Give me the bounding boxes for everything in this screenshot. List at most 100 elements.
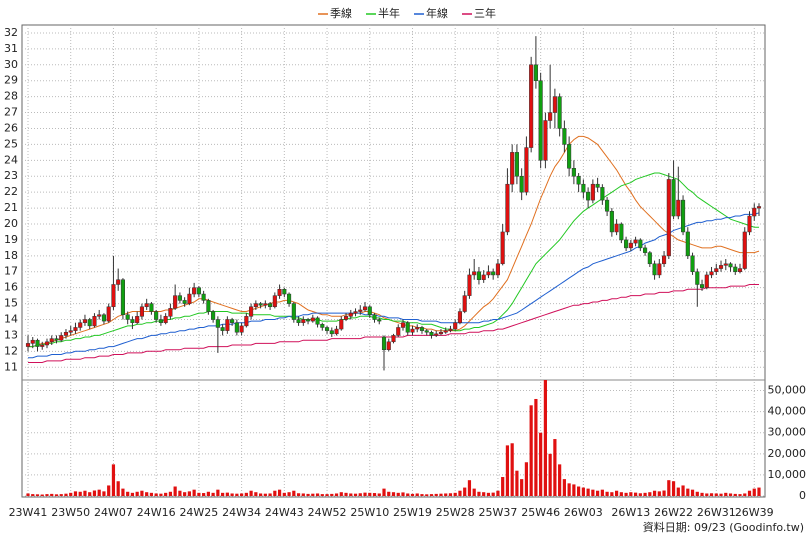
volume-bar bbox=[168, 491, 173, 496]
volume-bar bbox=[548, 453, 552, 496]
candle-body bbox=[405, 322, 410, 333]
candle-body bbox=[116, 279, 121, 285]
candle-body bbox=[467, 274, 472, 296]
volume-bar bbox=[202, 493, 206, 496]
candle-body bbox=[709, 271, 714, 276]
volume-bar bbox=[714, 493, 718, 496]
x-tick-label: 24W34 bbox=[222, 506, 261, 519]
volume-bar bbox=[752, 488, 756, 496]
volume-bar bbox=[610, 492, 614, 496]
volume-bar bbox=[705, 493, 709, 496]
x-tick-label: 25W46 bbox=[521, 506, 560, 519]
volume-bar bbox=[244, 492, 248, 496]
y-tick-label: 12 bbox=[4, 344, 18, 357]
candle-body bbox=[263, 303, 268, 306]
volume-bar bbox=[221, 492, 225, 496]
candle-body bbox=[225, 319, 230, 331]
candle-body bbox=[215, 319, 220, 328]
y2-tick-label: 30,000 bbox=[768, 426, 807, 439]
candle-body bbox=[657, 263, 662, 276]
volume-bar bbox=[719, 493, 723, 496]
volume-bar bbox=[472, 488, 476, 496]
candle-body bbox=[400, 322, 406, 328]
volume-bar bbox=[97, 489, 101, 496]
volume-bar bbox=[287, 492, 291, 496]
volume-bar bbox=[73, 491, 78, 496]
y2-tick-label: 10,000 bbox=[768, 468, 807, 481]
volume-bar bbox=[339, 492, 343, 496]
candle-body bbox=[628, 242, 633, 249]
legend-label: 三年 bbox=[474, 6, 496, 20]
candle-body bbox=[306, 319, 311, 322]
candle-body bbox=[334, 328, 339, 335]
candle-body bbox=[619, 223, 624, 241]
legend-label: 年線 bbox=[426, 6, 448, 20]
candle-body bbox=[154, 311, 159, 320]
y-tick-label: 30 bbox=[4, 58, 18, 71]
volume-bar bbox=[591, 489, 595, 496]
candle-body bbox=[130, 319, 135, 323]
volume-bar bbox=[216, 489, 220, 496]
ma-line bbox=[28, 172, 759, 348]
volume-bar bbox=[107, 485, 111, 496]
candle-body bbox=[87, 319, 92, 327]
candle-body bbox=[434, 333, 439, 336]
volume-bar bbox=[534, 398, 538, 496]
x-tick-label: 26W39 bbox=[735, 506, 774, 519]
volume-bar bbox=[306, 493, 310, 496]
volume-bar bbox=[524, 462, 529, 496]
volume-bar bbox=[31, 494, 35, 496]
candle-body bbox=[567, 144, 572, 169]
volume-bar bbox=[126, 491, 130, 496]
candle-body bbox=[453, 322, 458, 330]
candle-body bbox=[671, 179, 676, 217]
volume-bar bbox=[463, 487, 467, 496]
volume-bar bbox=[183, 492, 187, 496]
volume-bar bbox=[353, 493, 358, 496]
candle-body bbox=[78, 322, 83, 328]
candle-body bbox=[510, 152, 515, 185]
volume-bar bbox=[686, 488, 690, 496]
volume-bar bbox=[149, 492, 154, 496]
volume-bar bbox=[334, 493, 339, 496]
candle-body bbox=[419, 327, 425, 331]
volume-bar bbox=[254, 492, 258, 496]
volume-bar bbox=[709, 493, 714, 496]
volume-bar bbox=[586, 488, 590, 496]
volume-bar bbox=[263, 493, 267, 496]
volume-bar bbox=[738, 494, 742, 496]
candle-body bbox=[348, 312, 353, 317]
candle-body bbox=[196, 287, 201, 295]
candle-body bbox=[495, 263, 500, 276]
candle-body bbox=[125, 314, 130, 320]
volume-bar bbox=[282, 492, 286, 496]
candle-body bbox=[491, 271, 496, 276]
candle-body bbox=[685, 231, 690, 257]
volume-bar bbox=[382, 488, 386, 496]
candle-body bbox=[443, 330, 448, 333]
candle-body bbox=[272, 295, 277, 308]
candle-body bbox=[438, 331, 444, 335]
candle-body bbox=[605, 199, 610, 212]
candle-body bbox=[396, 327, 401, 336]
candle-body bbox=[135, 316, 140, 323]
volume-bar bbox=[410, 493, 415, 496]
candle-body bbox=[49, 338, 54, 343]
volume-bar bbox=[159, 493, 163, 496]
y-tick-label: 18 bbox=[4, 249, 18, 262]
x-tick-label: 25W28 bbox=[436, 506, 475, 519]
candle-body bbox=[524, 147, 529, 193]
volume-bar bbox=[747, 490, 752, 496]
volume-bar bbox=[600, 489, 604, 496]
volume-bar bbox=[700, 492, 704, 496]
volume-bar bbox=[477, 491, 481, 496]
candle-body bbox=[514, 152, 519, 177]
volume-bar bbox=[187, 491, 191, 496]
volume-bar bbox=[558, 464, 562, 496]
candle-body bbox=[609, 211, 614, 233]
y2-tick-label: 20,000 bbox=[768, 447, 807, 460]
y-tick-label: 19 bbox=[4, 233, 18, 246]
candle-body bbox=[737, 268, 743, 272]
candle-body bbox=[173, 295, 178, 309]
